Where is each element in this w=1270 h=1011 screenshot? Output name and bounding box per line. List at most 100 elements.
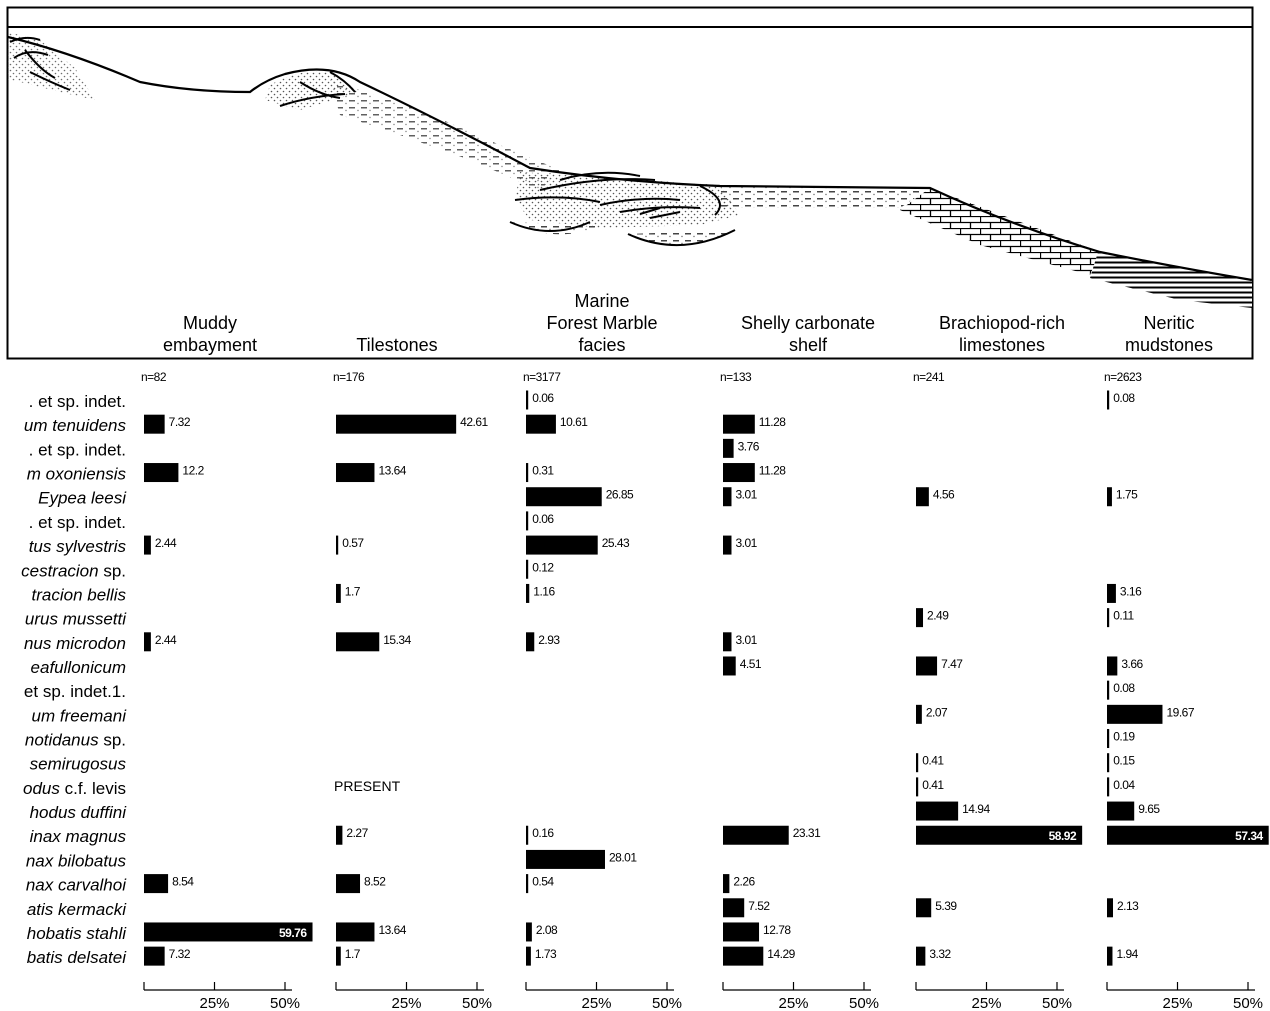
bar — [336, 874, 361, 894]
value-label: 2.07 — [926, 705, 948, 719]
bar — [144, 414, 165, 434]
seafloor-profile — [7, 35, 1253, 282]
taxon-label: tracion bellis — [32, 585, 127, 604]
bar — [916, 825, 1083, 845]
taxon-label: um tenuidens — [24, 416, 127, 435]
environment-label: Forest Marble — [546, 313, 657, 333]
taxon-label: et sp. indet.1. — [24, 682, 126, 701]
bar — [144, 922, 313, 942]
bar — [526, 559, 529, 579]
bar — [723, 946, 764, 966]
bar — [526, 390, 529, 410]
bar — [336, 922, 375, 942]
value-label: 12.78 — [763, 923, 791, 937]
bar — [526, 583, 530, 603]
taxon-label: hodus duffini — [30, 803, 128, 822]
value-label: 59.76 — [279, 926, 307, 940]
value-label: 2.26 — [733, 875, 755, 889]
bar — [336, 535, 339, 555]
value-label: 2.93 — [538, 633, 560, 647]
value-label: 19.67 — [1166, 705, 1194, 719]
bar — [723, 632, 732, 652]
bar — [336, 946, 341, 966]
bar — [916, 946, 926, 966]
bar — [916, 608, 924, 628]
value-label: 15.34 — [383, 633, 411, 647]
value-label: 0.12 — [532, 560, 554, 574]
bar — [1107, 946, 1113, 966]
value-label: 0.04 — [1113, 778, 1135, 792]
bar — [526, 414, 556, 434]
bar — [723, 535, 732, 555]
taxon-label: . et sp. indet. — [29, 440, 126, 459]
value-label: 1.7 — [345, 584, 361, 598]
value-label: 0.41 — [922, 778, 944, 792]
environment-label: embayment — [163, 335, 257, 355]
value-label: 14.29 — [767, 947, 795, 961]
sediment-slope — [330, 80, 560, 190]
value-label: 3.16 — [1120, 584, 1142, 598]
sample-size-label: n=241 — [913, 370, 945, 384]
value-label: 3.76 — [738, 439, 760, 453]
bar — [526, 922, 532, 942]
taxon-label: um freemani — [32, 706, 128, 725]
bar — [1107, 825, 1269, 845]
value-label: 26.85 — [606, 488, 634, 502]
value-label: 2.44 — [155, 536, 177, 550]
value-label: 0.06 — [532, 391, 554, 405]
environment-label: Brachiopod-rich — [939, 313, 1065, 333]
value-label: 0.57 — [342, 536, 364, 550]
diagram-frame — [6, 6, 1254, 360]
value-label: 11.28 — [759, 464, 786, 478]
value-label: 0.08 — [1113, 681, 1135, 695]
value-label: 2.27 — [346, 826, 368, 840]
bar — [723, 438, 734, 458]
tick-label: 50% — [270, 995, 300, 1011]
bar — [1107, 487, 1112, 507]
value-label: 13.64 — [378, 464, 406, 478]
value-label: 1.7 — [345, 947, 361, 961]
taxon-label: nax carvalhoi — [26, 876, 127, 895]
bar — [916, 656, 938, 676]
value-label: 3.66 — [1121, 657, 1143, 671]
bar — [526, 463, 529, 483]
taxon-label: odus c.f. levis — [23, 779, 126, 798]
bar — [144, 946, 165, 966]
cross-bedding — [9, 36, 736, 247]
bar — [916, 487, 929, 507]
sample-size-label: n=2623 — [1104, 370, 1142, 384]
value-label: 0.06 — [532, 512, 554, 526]
value-label: 7.47 — [941, 657, 963, 671]
value-label: 7.32 — [169, 947, 191, 961]
bar — [144, 874, 169, 894]
taxon-label: . et sp. indet. — [29, 513, 126, 532]
taxon-label: inax magnus — [30, 827, 127, 846]
tick-label: 25% — [971, 995, 1001, 1011]
sediment-mound-tilestones — [265, 71, 360, 110]
sample-size-label: n=133 — [720, 370, 752, 384]
taxon-label: hobatis stahli — [27, 924, 127, 943]
bar — [526, 487, 602, 507]
value-label: 14.94 — [962, 802, 990, 816]
value-label: 1.94 — [1116, 947, 1138, 961]
tick-label: 50% — [1233, 995, 1263, 1011]
value-label: 58.92 — [1049, 829, 1077, 843]
limestone-body — [900, 188, 1100, 275]
bar-column: n=2623 0.08 1.75 3.16 0.11 3.66 0.08 19.67 0.19 0… — [1104, 370, 1269, 1011]
bar — [526, 632, 535, 652]
value-label: 2.49 — [927, 609, 949, 623]
bar — [336, 583, 341, 603]
value-label: 7.32 — [169, 415, 191, 429]
taxon-label: nax bilobatus — [26, 851, 127, 870]
sediment-wedge-left — [8, 32, 95, 100]
bar — [1107, 729, 1110, 749]
tick-label: 25% — [778, 995, 808, 1011]
sample-size-label: n=82 — [141, 370, 167, 384]
taxon-labels: . et sp. indet. um tenuidens . et sp. inde… — [21, 392, 127, 967]
bar — [1107, 898, 1114, 918]
tick-label: 50% — [1042, 995, 1072, 1011]
value-label: 3.01 — [735, 633, 757, 647]
